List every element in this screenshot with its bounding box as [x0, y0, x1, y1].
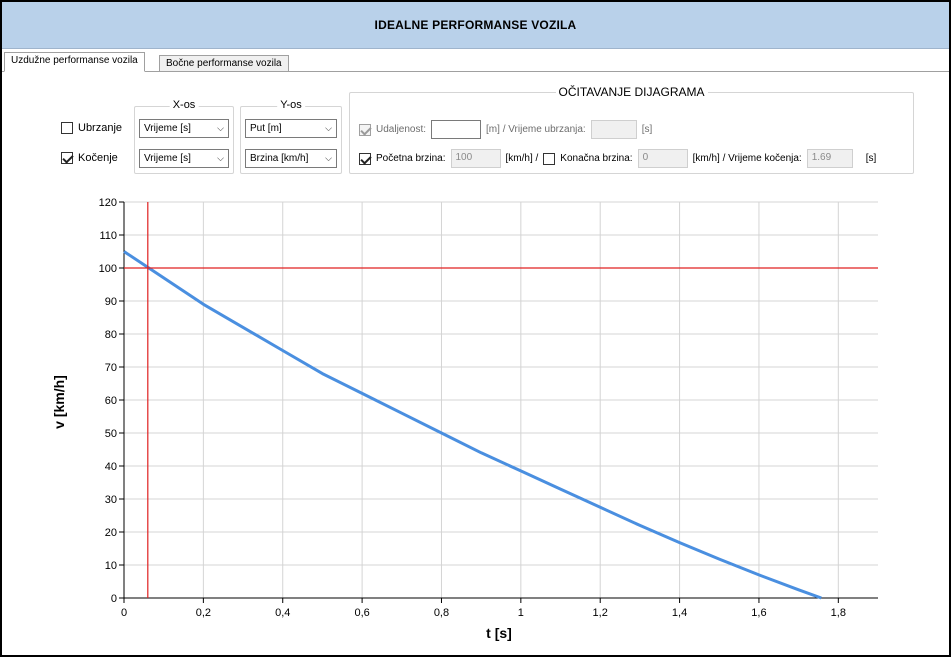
y-axis-select-ubrzanje-value: Put [m] [250, 123, 282, 134]
x-tick-label: 1,4 [672, 607, 687, 619]
braking-time-unit: [s] [865, 153, 877, 164]
x-tick-label: 0,8 [434, 607, 449, 619]
kocenje-checkbox[interactable] [61, 152, 73, 164]
x-tick-label: 1,6 [751, 607, 766, 619]
ubrzanje-label: Ubrzanje [78, 122, 123, 134]
y-tick-label: 70 [105, 362, 117, 374]
distance-input[interactable] [431, 120, 482, 139]
distance-unit-label: [m] / Vrijeme ubrzanja: [486, 124, 586, 135]
kocenje-checkbox-row[interactable]: Kočenje [61, 152, 118, 164]
x-axis-label: t [s] [486, 625, 512, 641]
braking-time-input[interactable]: 1.69 [806, 149, 853, 168]
x-axis-group-label: X-os [169, 99, 199, 111]
acceleration-time-unit: [s] [641, 124, 653, 135]
chart-marker-lines [124, 202, 878, 598]
x-tick-label: 1 [518, 607, 524, 619]
window-title: IDEALNE PERFORMANSE VOZILA [2, 2, 949, 49]
y-tick-label: 40 [105, 461, 117, 473]
x-axis-select-kocenje-value: Vrijeme [s] [144, 153, 191, 164]
end-speed-input[interactable]: 0 [637, 149, 688, 168]
end-speed-label: Konačna brzina: [560, 153, 633, 164]
y-tick-label: 80 [105, 329, 117, 341]
y-tick-label: 30 [105, 494, 117, 506]
y-axis-select-kocenje[interactable]: Brzina [km/h] ⌵ [245, 149, 337, 168]
y-tick-label: 90 [105, 296, 117, 308]
readout-group: OČITAVANJE DIJAGRAMA Udaljenost: [m] / V… [349, 85, 914, 174]
distance-checkbox[interactable] [359, 123, 371, 136]
y-axis-select-kocenje-value: Brzina [km/h] [250, 153, 309, 164]
x-tick-label: 1,2 [593, 607, 608, 619]
y-axis-group: Y-os Put [m] ⌵ Brzina [km/h] ⌵ [240, 99, 342, 174]
x-tick-label: 0,6 [354, 607, 369, 619]
y-tick-label: 20 [105, 527, 117, 539]
x-tick-label: 0,4 [275, 607, 290, 619]
ubrzanje-checkbox[interactable] [61, 122, 73, 134]
x-tick-label: 0 [121, 607, 127, 619]
end-speed-checkbox[interactable] [543, 152, 556, 165]
y-tick-label: 60 [105, 395, 117, 407]
tab-longitudinal[interactable]: Uzdužne performanse vozila [4, 52, 145, 72]
speed-time-chart[interactable]: 0 10 20 30 40 50 60 70 80 90 100 110 120 0 0,2 0,4 0,6 0,… [2, 176, 949, 656]
y-tick-label: 0 [111, 593, 117, 605]
end-speed-unit: [km/h] / Vrijeme kočenja: [692, 153, 802, 164]
y-tick-label: 100 [99, 263, 117, 275]
chart-grid [124, 201, 878, 598]
y-tick-label: 110 [99, 230, 117, 242]
y-axis-label: v [km/h] [51, 375, 67, 429]
speed-curve [123, 250, 822, 600]
chevron-down-icon: ⌵ [217, 123, 224, 133]
y-tick-label: 50 [105, 428, 117, 440]
chart-ticks: 0 10 20 30 40 50 60 70 80 90 100 110 120 0 0,2 0,4 0,6 0,… [99, 197, 846, 619]
readout-group-label: OČITAVANJE DIJAGRAMA [555, 85, 708, 99]
distance-label: Udaljenost: [376, 124, 427, 135]
x-axis-select-ubrzanje[interactable]: Vrijeme [s] ⌵ [139, 119, 229, 138]
chart-series [123, 250, 822, 600]
x-axis-group: X-os Vrijeme [s] ⌵ Vrijeme [s] ⌵ [134, 99, 234, 174]
x-axis-select-kocenje[interactable]: Vrijeme [s] ⌵ [139, 149, 229, 168]
readout-distance-row: Udaljenost: [m] / Vrijeme ubrzanja: [s] [359, 120, 652, 139]
chevron-down-icon: ⌵ [217, 153, 224, 163]
y-axis-select-ubrzanje[interactable]: Put [m] ⌵ [245, 119, 337, 138]
kocenje-label: Kočenje [78, 152, 118, 164]
x-tick-label: 0,2 [196, 607, 211, 619]
chevron-down-icon: ⌵ [325, 153, 332, 163]
start-speed-checkbox[interactable] [359, 152, 371, 165]
y-axis-group-label: Y-os [277, 99, 305, 111]
y-tick-label: 10 [105, 560, 117, 572]
tab-lateral[interactable]: Bočne performanse vozila [159, 55, 289, 72]
readout-speed-row: Početna brzina: 100 [km/h] / Konačna brz… [359, 149, 876, 168]
x-axis-select-ubrzanje-value: Vrijeme [s] [144, 123, 191, 134]
chevron-down-icon: ⌵ [325, 123, 332, 133]
acceleration-time-input[interactable] [590, 120, 637, 139]
start-speed-unit: [km/h] / [505, 153, 539, 164]
start-speed-input[interactable]: 100 [450, 149, 501, 168]
y-tick-label: 120 [99, 197, 117, 209]
ubrzanje-checkbox-row[interactable]: Ubrzanje [61, 122, 122, 134]
x-tick-label: 1,8 [831, 607, 846, 619]
start-speed-label: Početna brzina: [376, 153, 446, 164]
tab-panel: Ubrzanje Kočenje X-os Vrijeme [s] ⌵ Vrij… [2, 71, 949, 655]
